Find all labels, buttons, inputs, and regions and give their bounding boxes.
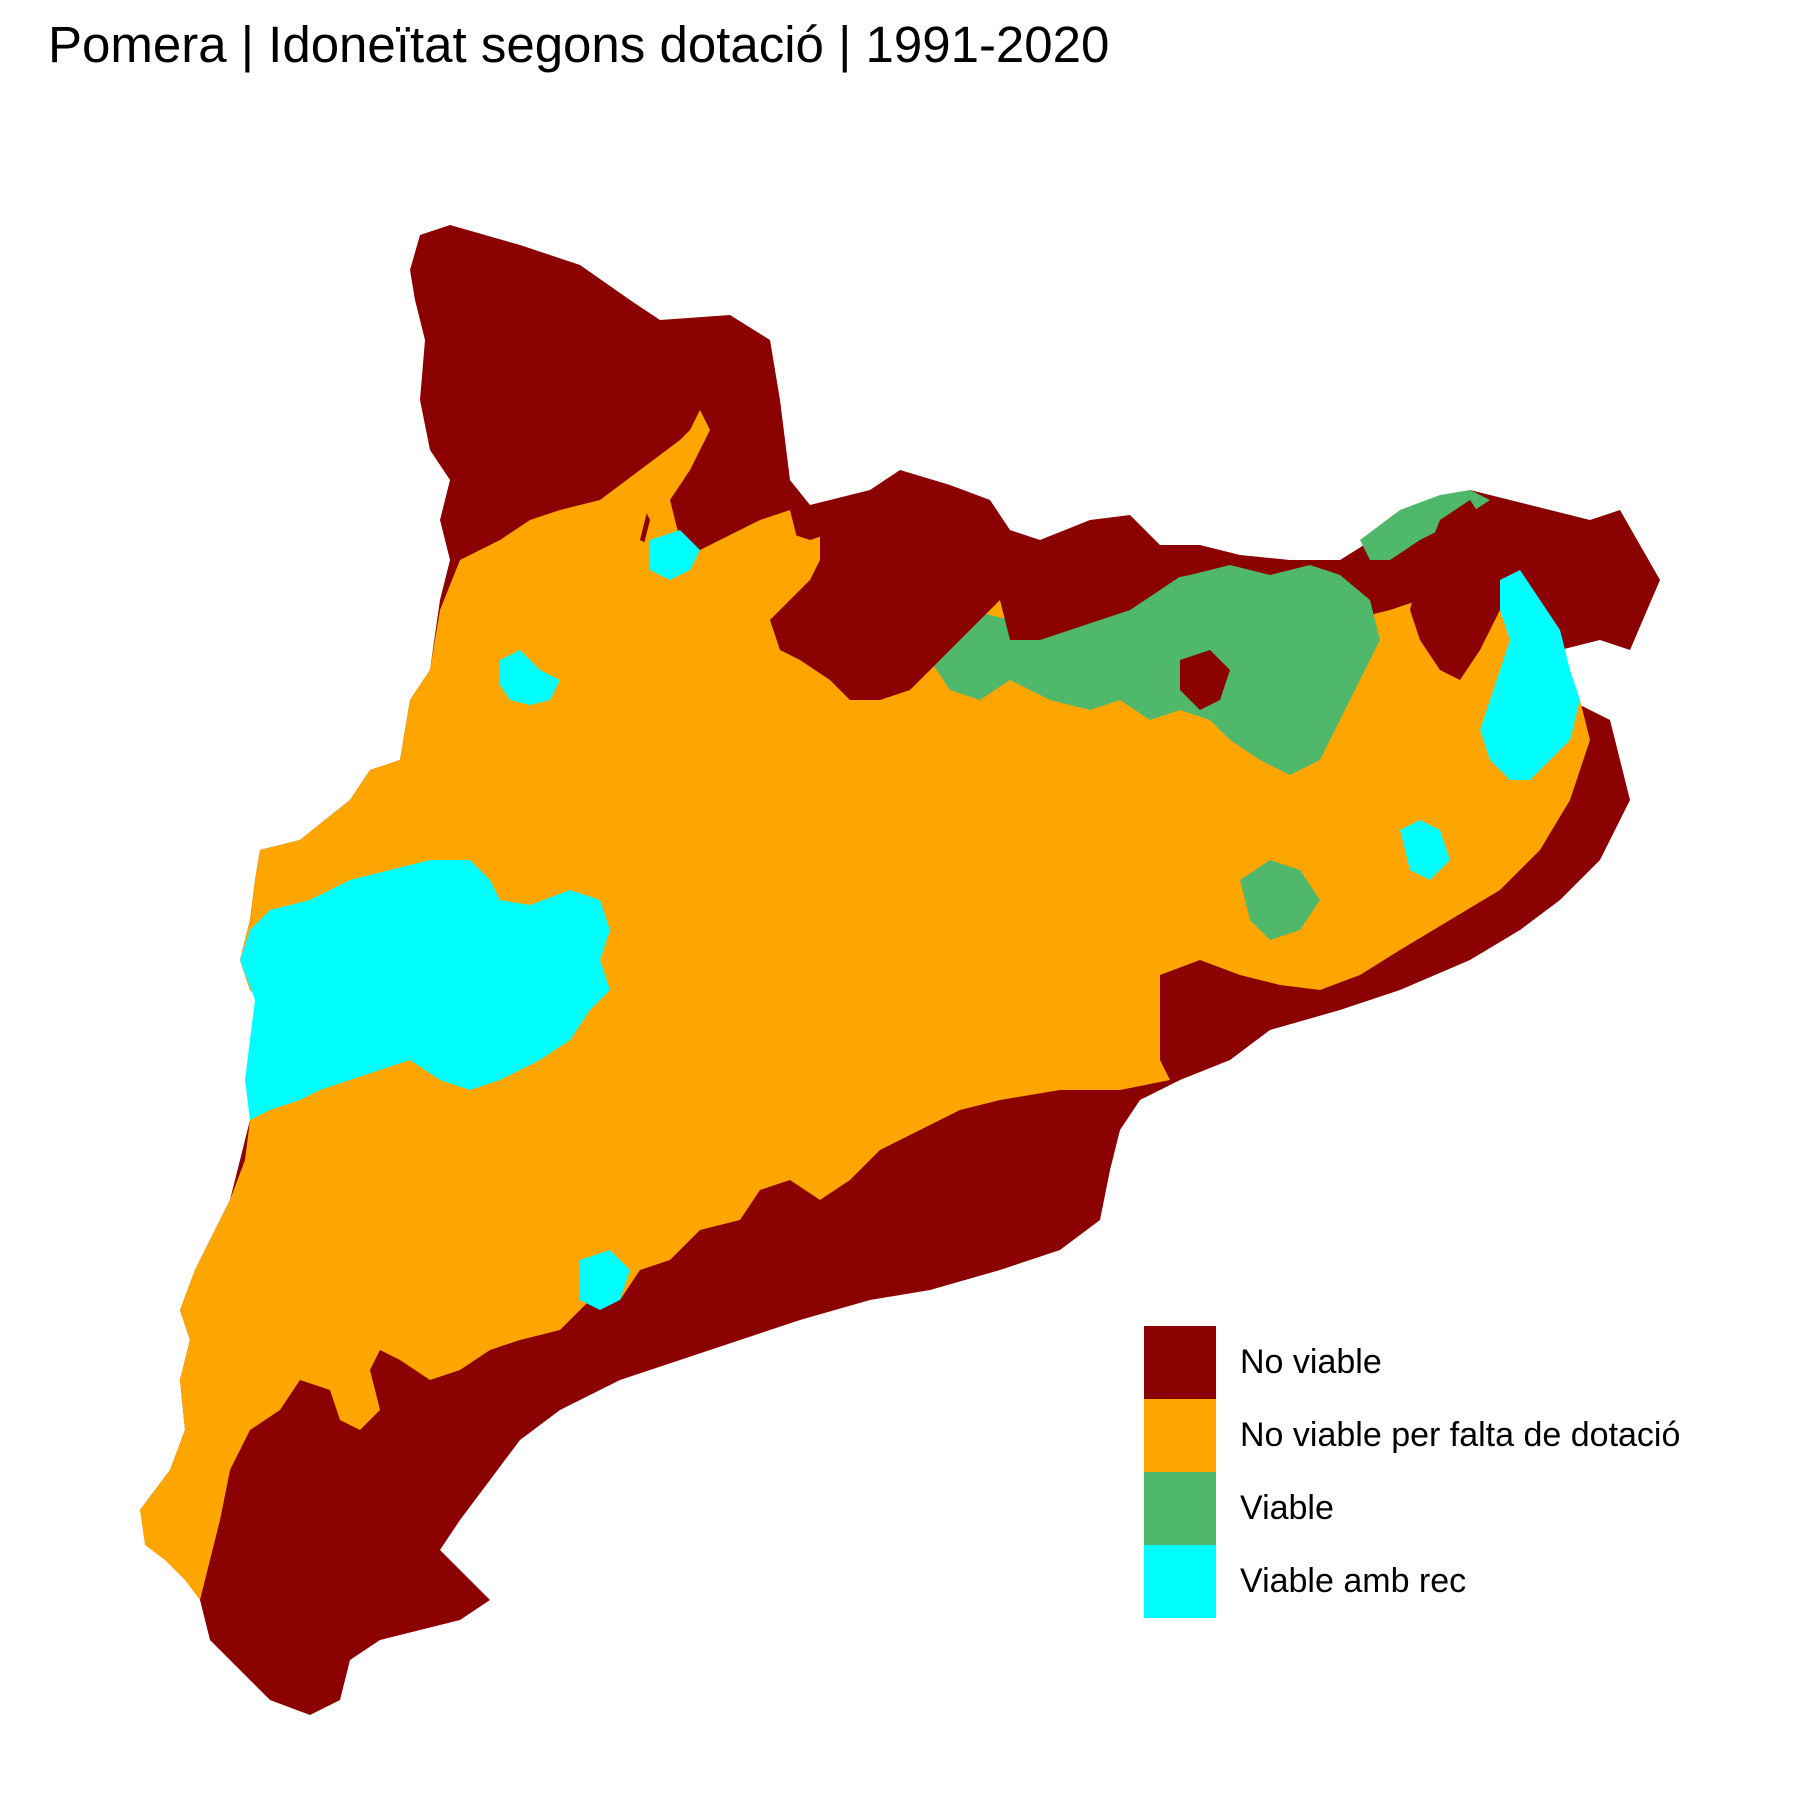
region-viable-amb-rec-east-2 xyxy=(1400,820,1450,880)
map-title: Pomera | Idoneïtat segons dotació | 1991… xyxy=(48,16,1110,73)
legend-item: Viable xyxy=(1144,1472,1680,1545)
legend-label: No viable per falta de dotació xyxy=(1240,1416,1681,1454)
region-no-viable-ne-massif xyxy=(1410,500,1510,680)
legend-label: Viable xyxy=(1240,1489,1334,1527)
region-viable-amb-rec-south xyxy=(580,1250,630,1310)
legend-label: No viable xyxy=(1240,1343,1382,1381)
legend-item: No viable per falta de dotació xyxy=(1144,1399,1680,1472)
legend-swatch xyxy=(1144,1472,1216,1545)
region-no-viable-pyrenees-1 xyxy=(770,480,1000,700)
legend-label: Viable amb rec xyxy=(1240,1562,1467,1600)
region-viable-amb-rec-valley xyxy=(650,530,700,580)
region-viable-amb-rec-lake xyxy=(500,650,560,705)
region-viable-amb-rec-west xyxy=(240,860,610,1120)
region-no-viable-patch xyxy=(1180,650,1230,710)
legend-item: No viable xyxy=(1144,1326,1680,1399)
legend-item: Viable amb rec xyxy=(1144,1545,1680,1618)
region-viable-east xyxy=(1240,860,1320,940)
region-no-viable-pyrenees-2 xyxy=(1000,530,1190,640)
legend-swatch xyxy=(1144,1399,1216,1472)
map-legend: No viable No viable per falta de dotació V… xyxy=(1144,1326,1680,1618)
legend-swatch xyxy=(1144,1326,1216,1399)
region-viable-ne xyxy=(1360,490,1490,560)
region-viable-amb-rec-east xyxy=(1480,570,1580,780)
legend-swatch xyxy=(1144,1545,1216,1618)
